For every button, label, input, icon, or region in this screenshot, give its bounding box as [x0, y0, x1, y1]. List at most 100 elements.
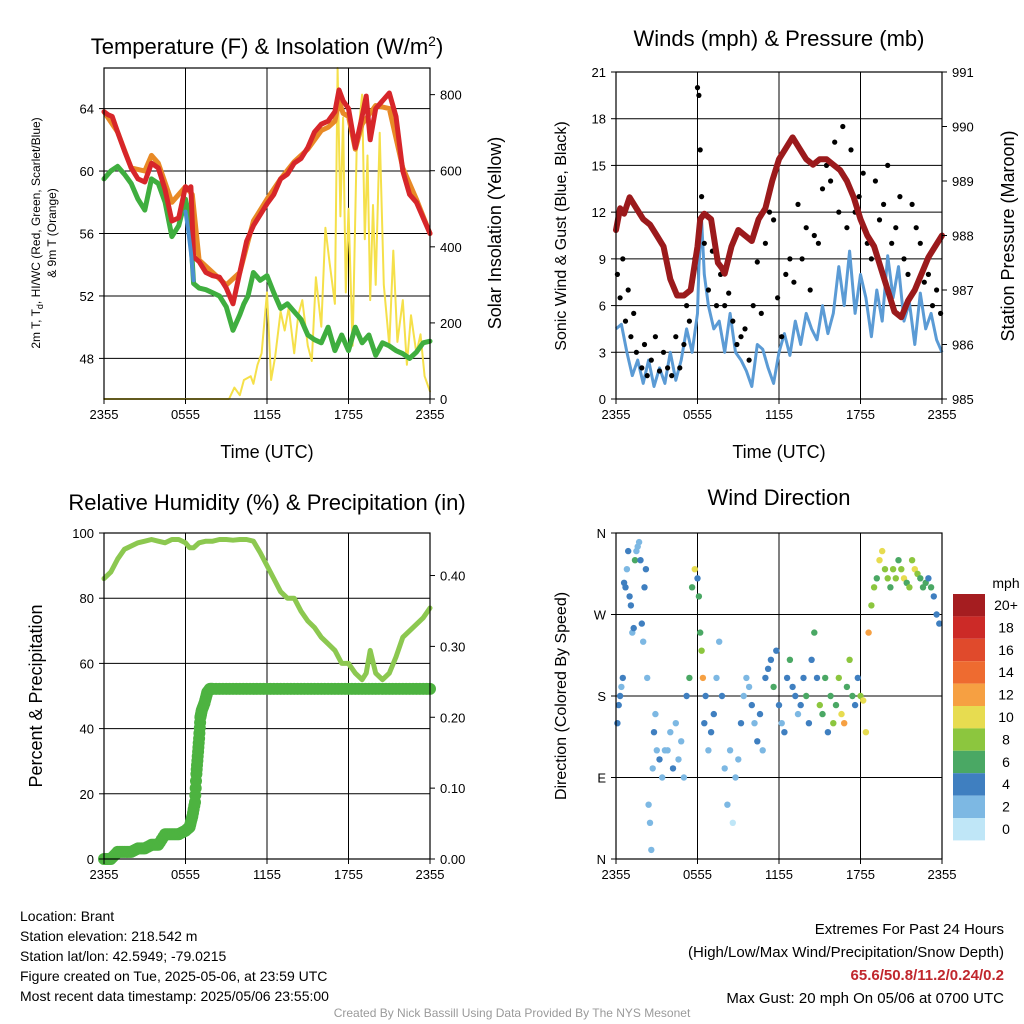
wind-direction-point: [835, 674, 842, 682]
wind-direction-point: [781, 729, 788, 736]
wind-direction-point: [672, 720, 679, 727]
gust-point: [909, 201, 915, 207]
wind-direction-point: [843, 683, 851, 691]
humidity-ylabel-left: Percent & Precipitation: [26, 604, 46, 787]
gust-point: [669, 373, 675, 379]
y-tick-label-right: 0.40: [440, 569, 465, 584]
wind-direction-point: [895, 557, 902, 564]
wind-direction-point: [623, 566, 631, 573]
gust-point: [696, 92, 702, 98]
wind-direction-point: [830, 720, 837, 727]
wind-direction-point: [917, 575, 924, 582]
winds-ylabel-right: Station Pressure (Maroon): [998, 130, 1018, 341]
gust-point: [639, 365, 645, 371]
y-tick-label-left: 100: [72, 526, 94, 541]
wind-direction-point: [686, 674, 693, 682]
gust-point: [819, 186, 826, 192]
gust-point: [921, 279, 927, 285]
gust-point: [889, 240, 895, 246]
temperature-ylabel-right: Solar Insolation (Yellow): [485, 137, 505, 329]
wind-direction-point: [705, 747, 712, 754]
wind-direction-point: [832, 701, 840, 709]
y-tick-label-left: 15: [592, 158, 606, 173]
gust-point: [811, 232, 817, 239]
wind-direction-point: [873, 575, 880, 582]
y-tick-label-left: 6: [599, 299, 606, 314]
wind-direction-point: [688, 584, 696, 591]
figure-created: Figure created on Tue, 2025-05-06, at 23…: [20, 968, 328, 984]
y-tick-label-left: 21: [592, 65, 606, 80]
gust-point: [856, 194, 862, 200]
gust-point: [620, 256, 626, 262]
x-tick-label: 1155: [765, 867, 793, 882]
legend-swatch: [953, 616, 985, 639]
wind-direction-point: [811, 629, 818, 636]
extremes-title: Extremes For Past 24 Hours: [814, 921, 1004, 938]
x-tick-label: 2355: [602, 867, 631, 882]
legend-label: 10: [998, 709, 1014, 725]
wind-direction-point: [759, 747, 766, 754]
series-rh-line: [101, 537, 433, 683]
gust-point: [665, 365, 671, 371]
wind-direction-point: [653, 747, 660, 754]
y-tick-label-left: S: [597, 689, 606, 704]
x-tick-label: 0555: [171, 407, 200, 422]
legend-swatch: [953, 750, 985, 774]
wind-direction-point: [740, 692, 747, 700]
x-tick-label: 0555: [171, 867, 200, 882]
wind-direction-point: [615, 701, 622, 709]
wind-direction-point: [630, 624, 637, 632]
wind-direction-point: [625, 547, 632, 555]
temperature-title: Temperature (F) & Insolation (W/m2): [91, 33, 444, 59]
gust-point: [868, 256, 875, 262]
y-tick-label-left: N: [597, 526, 606, 541]
y-tick-label-right: 989: [952, 174, 974, 189]
temperature-xlabel: Time (UTC): [220, 442, 313, 462]
station-latlon: Station lat/lon: 42.5949; -79.0215: [20, 948, 227, 964]
y-tick-label-left: 0: [599, 392, 606, 407]
speed-legend-unit: mph: [992, 575, 1019, 591]
temperature-ylabel-left: 2m T, Td, HI/WC (Red, Green, Scarlet/Blu…: [29, 117, 45, 348]
x-tick-label: 2355: [928, 407, 957, 422]
gust-point: [734, 341, 740, 348]
wind-direction-point: [789, 683, 796, 691]
gust-point: [701, 240, 707, 246]
wind-direction-point: [783, 674, 791, 682]
wind-direction-point: [868, 602, 875, 609]
y-tick-label-left: E: [597, 771, 606, 786]
gust-point: [656, 368, 663, 374]
wind-direction-point: [933, 611, 940, 618]
series-dewpoint-line: [101, 163, 433, 361]
y-tick-label-right: 985: [952, 392, 974, 407]
gust-point: [860, 170, 866, 176]
wind-direction-point: [648, 846, 655, 854]
wind-direction-point: [701, 720, 708, 727]
gust-point: [738, 334, 744, 340]
wind-direction-point: [936, 620, 943, 627]
wind-direction-point: [645, 801, 652, 808]
gust-point: [660, 349, 667, 355]
y-tick-label-right: 400: [440, 240, 462, 255]
gust-point: [713, 303, 720, 309]
gust-point: [644, 373, 650, 379]
wind-direction-point: [626, 593, 633, 600]
wind-direction-point: [762, 674, 769, 682]
wind-direction-point: [927, 584, 935, 591]
gust-point: [746, 357, 752, 363]
y-tick-label-left: 64: [80, 102, 94, 117]
y-tick-label-right: 987: [952, 283, 974, 298]
wind-direction-point: [838, 710, 845, 718]
series-solar-line: [103, 67, 431, 400]
gust-point: [722, 303, 728, 309]
y-tick-label-right: 0: [440, 392, 447, 407]
gust-point: [881, 201, 887, 207]
wind-direction-point: [808, 656, 815, 663]
most-recent-data: Most recent data timestamp: 2025/05/06 2…: [20, 988, 329, 1004]
x-tick-label: 1755: [846, 867, 875, 882]
wind-direction-point: [756, 710, 764, 718]
y-tick-label-left: 0: [87, 852, 94, 867]
y-tick-label-left: 12: [592, 205, 606, 220]
wind-direction-point: [680, 774, 688, 781]
wind-direction-point: [745, 683, 753, 691]
wind-direction-point: [726, 747, 734, 754]
